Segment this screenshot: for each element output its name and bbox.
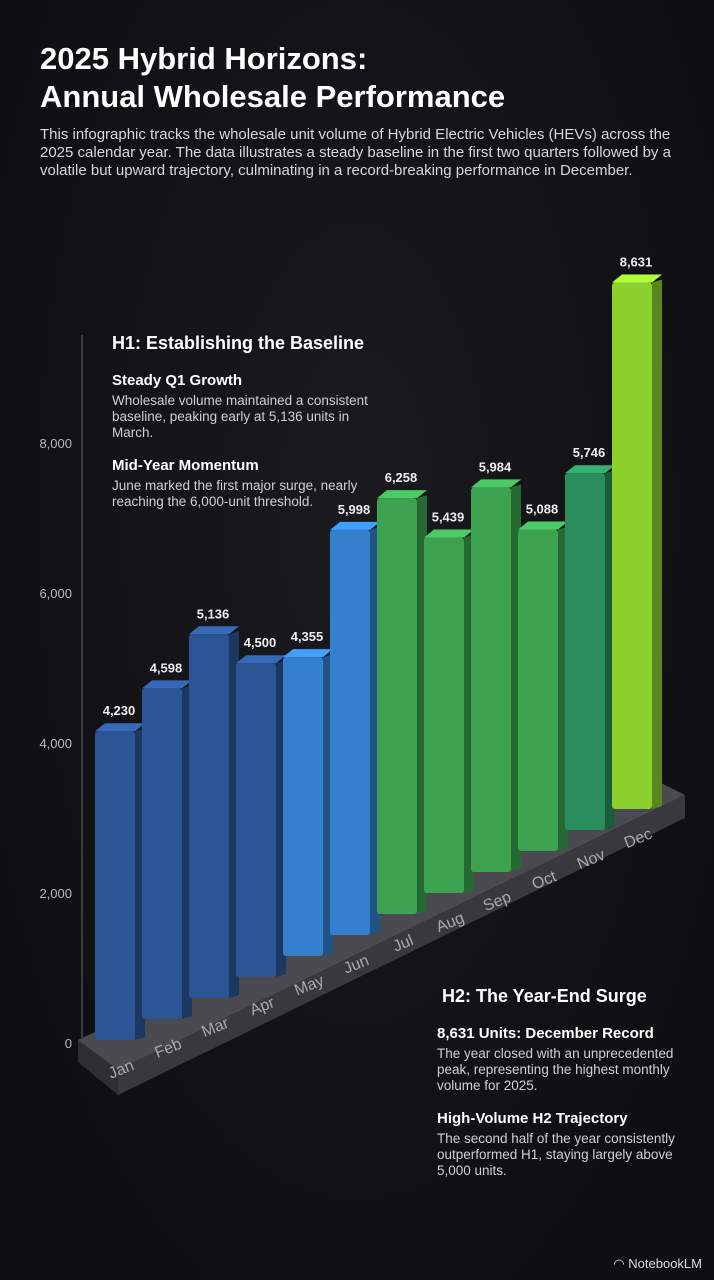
y-tick-label: 6,000 (39, 586, 72, 601)
bar-top (142, 680, 192, 689)
bar (236, 663, 276, 977)
bar-top (283, 649, 333, 658)
h2-item-text: The year closed with an unprecedented pe… (437, 1046, 674, 1093)
brand-logo: ◠ NotebookLM (613, 1256, 702, 1271)
y-tick-label: 4,000 (39, 736, 72, 751)
y-tick-label: 0 (65, 1036, 72, 1051)
h1-item-text: Wholesale volume maintained a consistent… (112, 393, 368, 440)
h2-item-text: The second half of the year consistently… (437, 1131, 675, 1178)
data-label: 8,631 (620, 255, 653, 270)
data-label: 5,136 (197, 606, 230, 621)
bar-top (236, 655, 286, 664)
bar (142, 688, 182, 1019)
title-line-2: Annual Wholesale Performance (40, 79, 506, 114)
bar-top (330, 521, 380, 530)
h1-item-text: June marked the first major surge, nearl… (112, 478, 358, 509)
data-label: 5,746 (573, 445, 606, 460)
bar-top (377, 490, 427, 499)
bar (330, 529, 370, 935)
h2-item-title: High-Volume H2 Trajectory (437, 1110, 628, 1127)
bar (612, 282, 652, 809)
data-label: 4,355 (291, 629, 324, 644)
page-title: 2025 Hybrid Horizons: Annual Wholesale Pe… (40, 40, 505, 116)
data-label: 4,500 (244, 635, 277, 650)
bar-side (652, 279, 662, 809)
title-line-1: 2025 Hybrid Horizons: (40, 41, 368, 76)
data-label: 5,439 (432, 509, 465, 524)
bar (518, 529, 558, 851)
y-tick-label: 8,000 (39, 436, 72, 451)
data-label: 4,598 (150, 660, 183, 675)
h1-item-title: Steady Q1 Growth (112, 372, 243, 389)
month-label: Jul (391, 932, 416, 955)
bar-top (189, 626, 239, 635)
bar (424, 537, 464, 893)
platform-front (118, 795, 685, 1095)
h1-item-title: Mid-Year Momentum (112, 457, 259, 474)
platform-side (78, 1040, 118, 1095)
data-label: 5,998 (338, 502, 371, 517)
data-label: 4,230 (103, 703, 136, 718)
bar-top (518, 521, 568, 530)
data-label: 5,984 (479, 459, 512, 474)
bar (95, 731, 135, 1040)
data-label: 5,088 (526, 502, 559, 517)
h2-panel: H2: The Year-End Surge 8,631 Units: Dece… (437, 986, 687, 1195)
bar-top (471, 479, 521, 488)
bar (283, 657, 323, 956)
bar (565, 473, 605, 830)
bar-top (424, 529, 474, 538)
bar-top (95, 723, 145, 732)
h1-panel: H1: Establishing the Baseline Steady Q1 … (112, 333, 382, 526)
bar-top (612, 274, 662, 283)
bar (377, 498, 417, 914)
bar-top (565, 465, 615, 474)
data-label: 6,258 (385, 470, 418, 485)
y-tick-label: 2,000 (39, 886, 72, 901)
h2-heading: H2: The Year-End Surge (442, 986, 647, 1006)
bar (471, 487, 511, 872)
h1-heading: H1: Establishing the Baseline (112, 333, 365, 353)
h2-item-title: 8,631 Units: December Record (437, 1025, 654, 1042)
notebooklm-icon: ◠ (613, 1256, 629, 1271)
bar (189, 634, 229, 998)
description: This infographic tracks the wholesale un… (40, 126, 671, 179)
